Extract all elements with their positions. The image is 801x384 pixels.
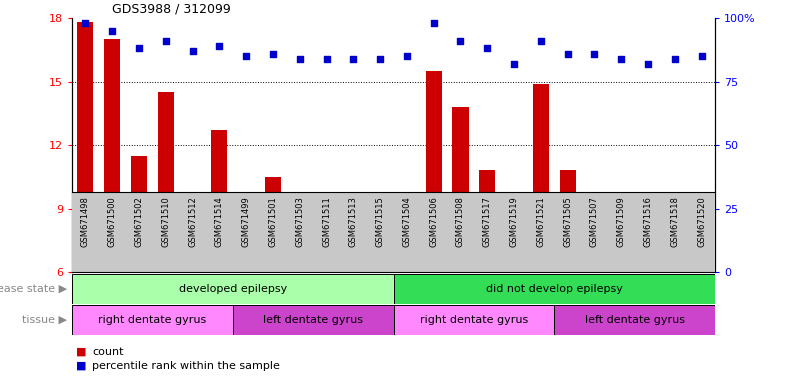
Text: GSM671498: GSM671498 [81, 196, 90, 247]
Text: disease state ▶: disease state ▶ [0, 284, 67, 294]
Bar [211, 130, 227, 272]
Text: GSM671518: GSM671518 [670, 196, 679, 247]
Text: did not develop epilepsy: did not develop epilepsy [486, 284, 622, 294]
Point [454, 38, 467, 44]
Point [481, 45, 493, 51]
Bar [72, 274, 393, 304]
Text: GSM671517: GSM671517 [483, 196, 492, 247]
Point [588, 50, 601, 56]
Text: GSM671510: GSM671510 [161, 196, 171, 247]
Text: right dentate gyrus: right dentate gyrus [420, 315, 528, 325]
Text: left dentate gyrus: left dentate gyrus [263, 315, 363, 325]
Bar [399, 210, 415, 272]
Point [508, 61, 521, 67]
Point [106, 28, 119, 34]
Bar [479, 170, 495, 272]
Point [695, 53, 708, 59]
Bar [640, 262, 656, 272]
Bar [372, 215, 388, 272]
Bar [292, 223, 308, 272]
Point [239, 53, 252, 59]
Point [133, 45, 146, 51]
Text: GSM671516: GSM671516 [643, 196, 653, 247]
Text: GSM671505: GSM671505 [563, 196, 572, 247]
Point [267, 50, 280, 56]
Text: ■: ■ [76, 361, 87, 371]
Bar [554, 305, 715, 335]
Text: GSM671512: GSM671512 [188, 196, 197, 247]
Text: count: count [92, 347, 123, 357]
Bar [72, 305, 233, 335]
Bar [393, 274, 715, 304]
Bar [158, 92, 174, 272]
Text: GSM671504: GSM671504 [402, 196, 412, 247]
Bar [78, 22, 94, 272]
Text: developed epilepsy: developed epilepsy [179, 284, 287, 294]
Point [427, 20, 440, 26]
Point [320, 56, 333, 62]
Text: GSM671513: GSM671513 [348, 196, 358, 247]
Text: GSM671521: GSM671521 [537, 196, 545, 247]
Text: GSM671514: GSM671514 [215, 196, 223, 247]
Bar [319, 234, 335, 272]
Point [374, 56, 387, 62]
Text: percentile rank within the sample: percentile rank within the sample [92, 361, 280, 371]
Text: left dentate gyrus: left dentate gyrus [585, 315, 685, 325]
Text: GDS3988 / 312099: GDS3988 / 312099 [112, 3, 231, 16]
Bar [533, 84, 549, 272]
Bar [453, 107, 469, 272]
Text: GSM671499: GSM671499 [242, 196, 251, 247]
Text: GSM671508: GSM671508 [456, 196, 465, 247]
Text: GSM671501: GSM671501 [268, 196, 277, 247]
Bar [506, 234, 522, 272]
Text: GSM671511: GSM671511 [322, 196, 331, 247]
Bar [586, 204, 602, 272]
Text: GSM671520: GSM671520 [697, 196, 706, 247]
Text: GSM671507: GSM671507 [590, 196, 599, 247]
Bar [233, 305, 393, 335]
Point [79, 20, 92, 26]
Text: GSM671509: GSM671509 [617, 196, 626, 247]
Point [400, 53, 413, 59]
Point [213, 43, 226, 49]
Bar [393, 305, 554, 335]
Point [642, 61, 654, 67]
Text: tissue ▶: tissue ▶ [22, 315, 67, 325]
Point [186, 48, 199, 54]
Point [347, 56, 360, 62]
Text: ■: ■ [76, 347, 87, 357]
Point [534, 38, 547, 44]
Text: GSM671506: GSM671506 [429, 196, 438, 247]
Point [615, 56, 628, 62]
Point [668, 56, 681, 62]
Text: GSM671500: GSM671500 [107, 196, 117, 247]
Text: GSM671503: GSM671503 [296, 196, 304, 247]
Point [293, 56, 306, 62]
Bar [131, 156, 147, 272]
Text: GSM671519: GSM671519 [509, 196, 518, 247]
Bar [265, 177, 281, 272]
Bar [614, 215, 630, 272]
Bar [238, 204, 254, 272]
Point [562, 50, 574, 56]
Text: GSM671502: GSM671502 [135, 196, 143, 247]
Bar [694, 234, 710, 272]
Bar [560, 170, 576, 272]
Text: GSM671515: GSM671515 [376, 196, 384, 247]
Bar [345, 230, 361, 272]
Bar [425, 71, 441, 272]
Bar [666, 230, 682, 272]
Bar [184, 194, 200, 272]
Point [159, 38, 172, 44]
Text: right dentate gyrus: right dentate gyrus [99, 315, 207, 325]
Bar [104, 39, 120, 272]
